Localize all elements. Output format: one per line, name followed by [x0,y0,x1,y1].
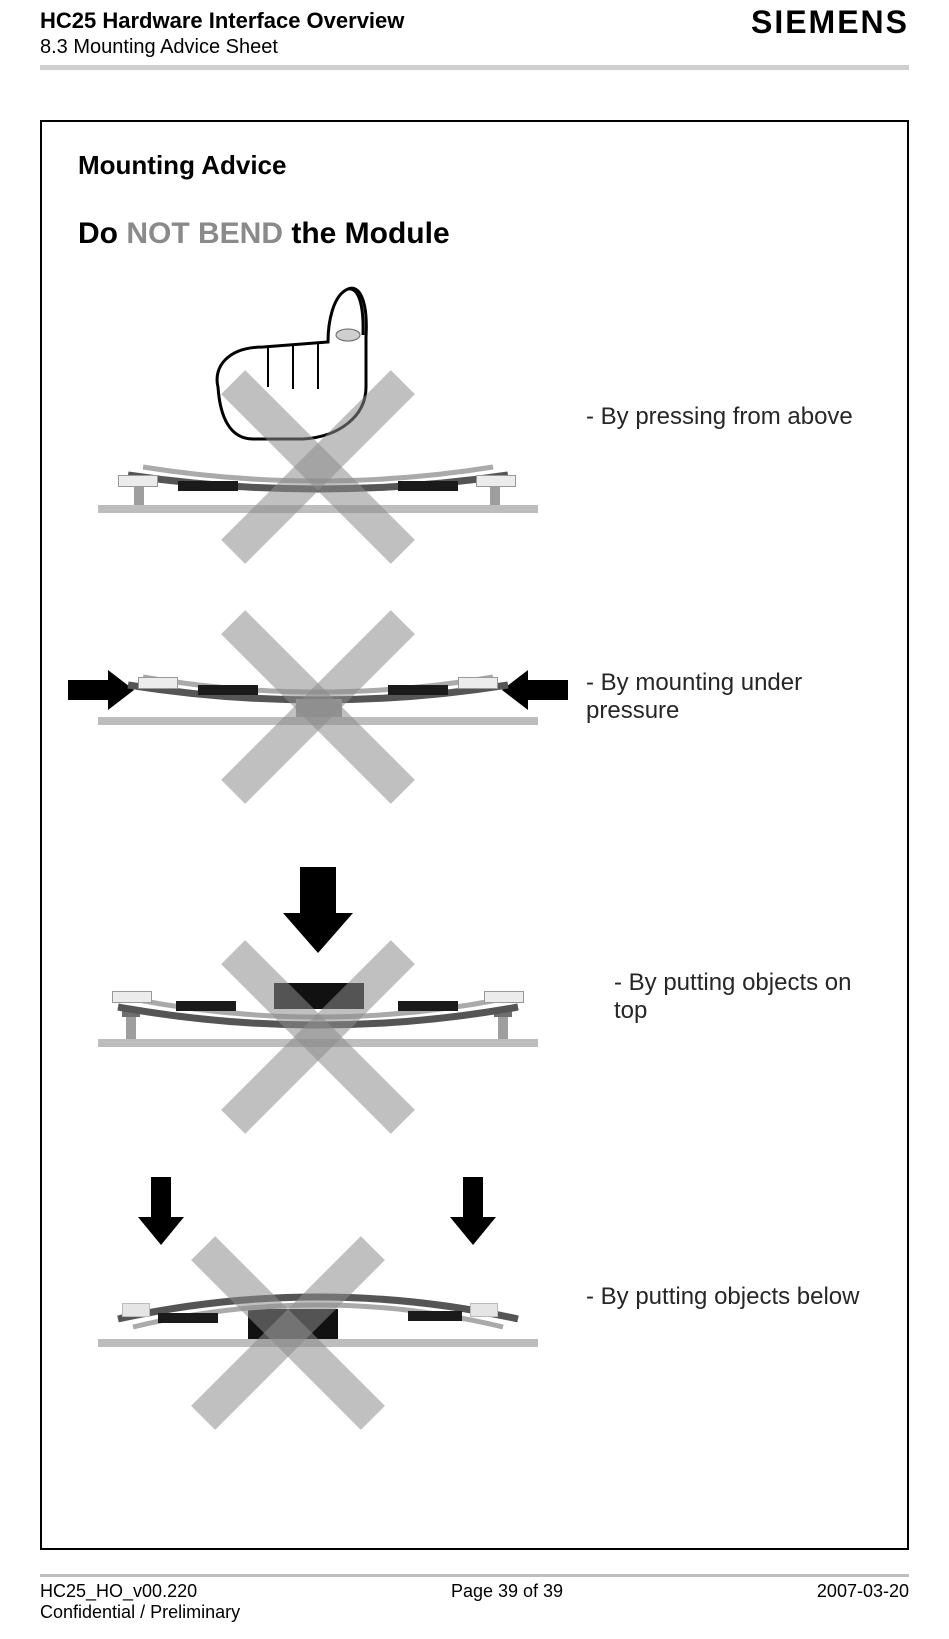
row-under-pressure: - By mounting under pressure [78,587,871,807]
page: HC25 Hardware Interface Overview 8.3 Mou… [0,0,949,1639]
arrow-down-icon [136,1177,186,1254]
caption-2: - By mounting under pressure [586,669,871,725]
row-object-top: - By putting objects on top [78,867,871,1127]
caption-1: - By pressing from above [586,403,853,431]
arrow-down-icon [278,867,358,962]
caption-3: - By putting objects on top [614,969,871,1025]
brand-logo: SIEMENS [751,4,909,41]
do-emphasis: NOT BEND [126,217,283,250]
header-rule [40,65,909,70]
page-header: HC25 Hardware Interface Overview 8.3 Mou… [40,0,909,80]
box-heading: Mounting Advice [78,150,871,181]
caption-4: - By putting objects below [586,1283,859,1311]
illustration-1 [78,277,558,557]
footer-center: Page 39 of 39 [197,1581,817,1602]
content-frame: Mounting Advice Do NOT BEND the Module [40,120,909,1550]
do-prefix: Do [78,217,126,250]
page-footer: HC25_HO_v00.220 Page 39 of 39 2007-03-20… [40,1574,909,1623]
do-line: Do NOT BEND the Module [78,217,871,251]
row-object-below: - By putting objects below [78,1177,871,1417]
row-press-above: - By pressing from above [78,277,871,557]
footer-left: HC25_HO_v00.220 [40,1581,197,1602]
illustration-2 [78,587,558,807]
footer-left-2: Confidential / Preliminary [40,1602,240,1623]
footer-right: 2007-03-20 [817,1581,909,1602]
hand-icon [208,277,428,457]
footer-left-1: HC25_HO_v00.220 [40,1581,197,1601]
arrow-down-icon [448,1177,498,1254]
footer-rule [40,1574,909,1577]
do-suffix: the Module [283,217,450,250]
illustration-4 [78,1177,558,1417]
illustration-3 [78,867,558,1127]
